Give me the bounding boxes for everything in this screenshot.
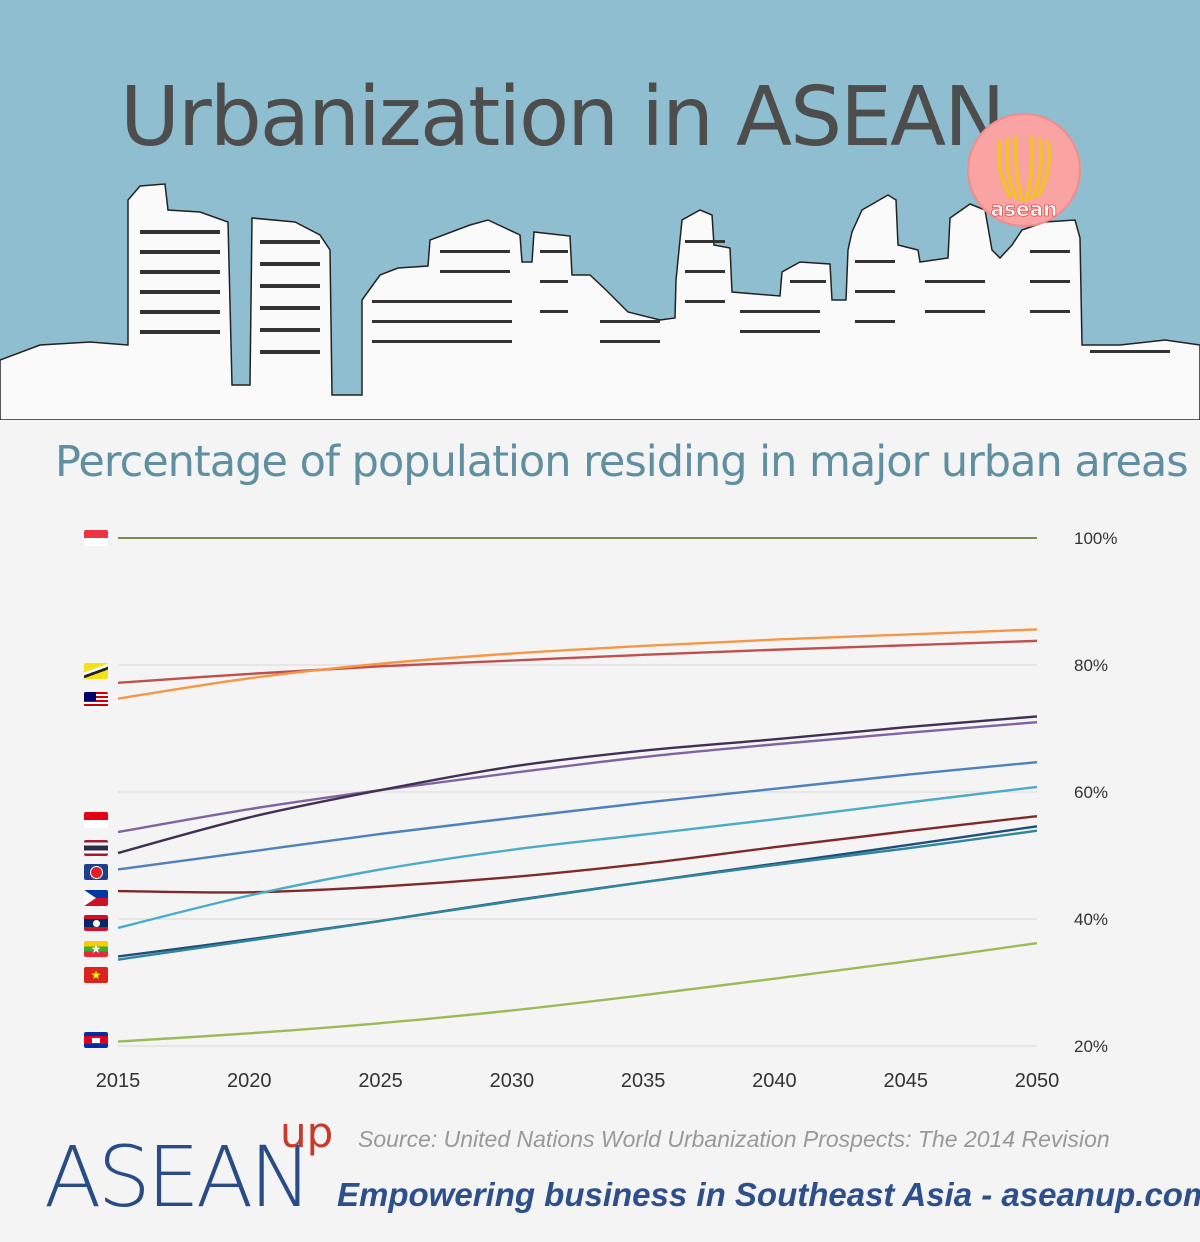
series-line-philippines: [117, 814, 1038, 894]
asean-logo: asean: [967, 113, 1081, 227]
x-tick-label: 2025: [358, 1070, 403, 1092]
flag-brunei-icon: [84, 663, 108, 679]
brand-logo: ASEAN: [44, 1128, 312, 1226]
chart-title: Percentage of population residing in maj…: [55, 437, 1189, 487]
main-title: Urbanization in ASEAN: [120, 70, 1005, 165]
x-tick-label: 2015: [96, 1070, 141, 1092]
x-tick-label: 2045: [883, 1070, 928, 1092]
asean-logo-text: asean: [991, 197, 1058, 221]
flag-asean-icon: [84, 864, 108, 880]
y-tick-label: 100%: [1074, 529, 1117, 548]
series-line-laos: [117, 785, 1038, 930]
flag-cambodia-icon: [84, 1032, 108, 1048]
flag-thailand-icon: [84, 840, 108, 856]
series-line-vietnam: [117, 829, 1038, 961]
flag-vietnam-icon: ★: [84, 967, 108, 983]
flag-laos-icon: [84, 915, 108, 931]
tagline: Empowering business in Southeast Asia - …: [337, 1176, 1200, 1213]
flag-myanmar-icon: ★: [84, 941, 108, 957]
y-tick-label: 40%: [1074, 910, 1108, 929]
series-line-asean: [117, 760, 1038, 871]
x-tick-label: 2030: [490, 1070, 535, 1092]
series-line-malaysia: [117, 628, 1038, 700]
series-line-cambodia: [117, 941, 1038, 1043]
brand-logo-sup: up: [280, 1108, 334, 1157]
line-chart: 100% 80% 60% 40% 20% 2015 2020 2025 2030 2035 204…: [96, 529, 1118, 1092]
flag-indonesia-icon: [84, 812, 108, 828]
flag-singapore-icon: [84, 530, 108, 546]
x-tick-label: 2040: [752, 1070, 797, 1092]
series-line-indonesia: [117, 720, 1038, 834]
x-tick-label: 2050: [1015, 1070, 1060, 1092]
flag-philippines-icon: [84, 890, 108, 906]
y-tick-label: 20%: [1074, 1037, 1108, 1056]
y-tick-label: 80%: [1074, 656, 1108, 675]
x-tick-label: 2035: [621, 1070, 666, 1092]
source-note: Source: United Nations World Urbanizatio…: [358, 1126, 1110, 1152]
city-skyline-illustration: [0, 183, 1200, 420]
flag-malaysia-icon: [84, 692, 108, 708]
x-tick-label: 2020: [227, 1070, 272, 1092]
series-line-thailand: [117, 715, 1038, 855]
y-tick-label: 60%: [1074, 783, 1108, 802]
series-line-brunei: [117, 639, 1038, 684]
